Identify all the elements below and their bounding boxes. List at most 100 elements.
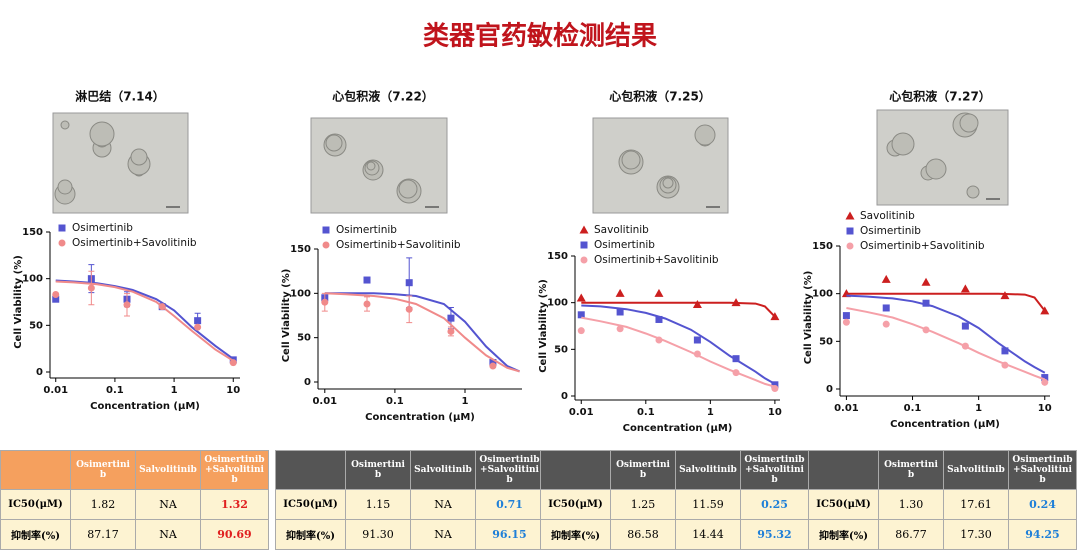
x-tick-label: 0.01 bbox=[834, 403, 859, 414]
y-tick-label: 150 bbox=[812, 241, 833, 252]
legend-label: Osimertinib+Savolitinib bbox=[72, 237, 197, 249]
fit-curve bbox=[581, 301, 776, 318]
micrograph bbox=[52, 112, 189, 214]
y-tick-label: 150 bbox=[547, 251, 568, 262]
header-cell: Osimertinib+Salvolitinib bbox=[1008, 450, 1077, 490]
y-tick-label: 50 bbox=[819, 336, 833, 347]
y-axis-label: Cell Viability (%) bbox=[281, 269, 292, 363]
y-tick-label: 100 bbox=[290, 288, 311, 299]
point bbox=[922, 326, 930, 334]
y-tick-label: 100 bbox=[22, 274, 43, 285]
header-cell: Osimertinib+Salvolitinib bbox=[475, 450, 544, 490]
legend-label: Osimertinib bbox=[594, 239, 655, 251]
value-cell: 11.59 bbox=[675, 489, 741, 520]
x-tick-label: 1 bbox=[975, 403, 982, 414]
header-row: Osimertinib Salvolitinib Osimertinib+Salvo… bbox=[540, 450, 809, 490]
y-tick-label: 0 bbox=[304, 377, 311, 388]
point bbox=[655, 336, 663, 344]
value-cell: 87.17 bbox=[70, 519, 136, 550]
cell bbox=[366, 161, 376, 171]
point bbox=[771, 385, 779, 393]
x-axis-label: Concentration (μM) bbox=[623, 423, 733, 434]
x-tick-label: 1 bbox=[462, 396, 469, 407]
point bbox=[194, 323, 202, 331]
point bbox=[882, 320, 890, 328]
legend-label: Osimertinib bbox=[72, 222, 133, 234]
point bbox=[616, 325, 624, 333]
table-row: IC50(μM) 1.25 11.59 0.25 bbox=[540, 489, 809, 520]
chart-title: 心包积液（7.27） bbox=[889, 89, 991, 104]
point bbox=[489, 362, 497, 370]
legend-label: Osimertinib bbox=[336, 224, 397, 236]
point bbox=[1041, 374, 1049, 382]
point bbox=[692, 300, 702, 309]
cell bbox=[925, 158, 947, 180]
y-tick-label: 0 bbox=[826, 384, 833, 395]
point bbox=[1001, 361, 1009, 369]
row-label: IC50(μM) bbox=[275, 489, 346, 520]
value-cell: 96.15 bbox=[475, 519, 544, 550]
point bbox=[771, 381, 779, 389]
cell bbox=[325, 134, 343, 152]
point bbox=[322, 226, 330, 234]
value-cell: 0.71 bbox=[475, 489, 544, 520]
row-label: 抑制率(%) bbox=[808, 519, 879, 550]
cell bbox=[60, 120, 70, 130]
point bbox=[579, 225, 589, 234]
table-row: IC50(μM) 1.15 NA 0.71 bbox=[275, 489, 544, 520]
point bbox=[576, 293, 586, 302]
cell bbox=[398, 179, 418, 199]
point bbox=[1001, 347, 1009, 355]
cell bbox=[959, 113, 979, 133]
point bbox=[58, 239, 66, 247]
row-label: IC50(μM) bbox=[808, 489, 879, 520]
legend-label: Savolitinib bbox=[860, 210, 915, 222]
x-tick-label: 1 bbox=[707, 407, 714, 418]
legend-label: Osimertinib+Savolitinib bbox=[594, 254, 719, 266]
y-tick-label: 50 bbox=[554, 344, 568, 355]
point bbox=[194, 317, 202, 325]
table-row: 抑制率(%) 86.58 14.44 95.32 bbox=[540, 519, 809, 550]
point bbox=[363, 276, 371, 284]
x-axis-label: Concentration (μM) bbox=[90, 401, 200, 412]
point bbox=[577, 311, 585, 319]
cell bbox=[57, 179, 73, 195]
x-tick-label: 0.01 bbox=[43, 385, 68, 396]
x-tick-label: 10 bbox=[768, 407, 782, 418]
value-cell: 17.30 bbox=[943, 519, 1009, 550]
fit-curve bbox=[581, 304, 776, 385]
micrograph bbox=[876, 109, 1009, 206]
value-cell: NA bbox=[135, 519, 201, 550]
cell bbox=[621, 150, 641, 170]
value-cell: 1.32 bbox=[200, 489, 269, 520]
point bbox=[732, 355, 740, 363]
point bbox=[580, 241, 588, 249]
chart-title: 心包积液（7.25） bbox=[609, 89, 711, 104]
header-cell: Salvolitinib bbox=[675, 450, 741, 490]
table-row: 抑制率(%) 91.30 NA 96.15 bbox=[275, 519, 544, 550]
y-axis-label: Cell Viability (%) bbox=[538, 279, 549, 373]
header-cell: Osimertinib bbox=[610, 450, 676, 490]
y-tick-label: 100 bbox=[812, 289, 833, 300]
fit-curve bbox=[324, 292, 520, 373]
value-cell: NA bbox=[135, 489, 201, 520]
header-row: Osimertinib Salvolitinib Osimertinib+Salvo… bbox=[275, 450, 544, 490]
point bbox=[52, 291, 60, 299]
point bbox=[405, 305, 413, 313]
fit-curve bbox=[846, 294, 1046, 374]
fit-curve bbox=[55, 279, 234, 360]
point bbox=[123, 301, 131, 309]
value-cell: 90.69 bbox=[200, 519, 269, 550]
y-tick-label: 150 bbox=[290, 244, 311, 255]
chart-title: 淋巴结（7.14） bbox=[75, 89, 165, 104]
legend-label: Osimertinib bbox=[860, 225, 921, 237]
value-cell: 1.82 bbox=[70, 489, 136, 520]
result-table: Osimertinib Salvolitinib Osimertinib+Salvo… bbox=[540, 450, 809, 550]
x-tick-label: 0.1 bbox=[904, 403, 922, 414]
point bbox=[322, 241, 330, 249]
point bbox=[655, 315, 663, 323]
y-tick-label: 50 bbox=[29, 320, 43, 331]
point bbox=[1041, 378, 1049, 386]
fit-curve bbox=[324, 292, 520, 373]
point bbox=[489, 358, 497, 366]
